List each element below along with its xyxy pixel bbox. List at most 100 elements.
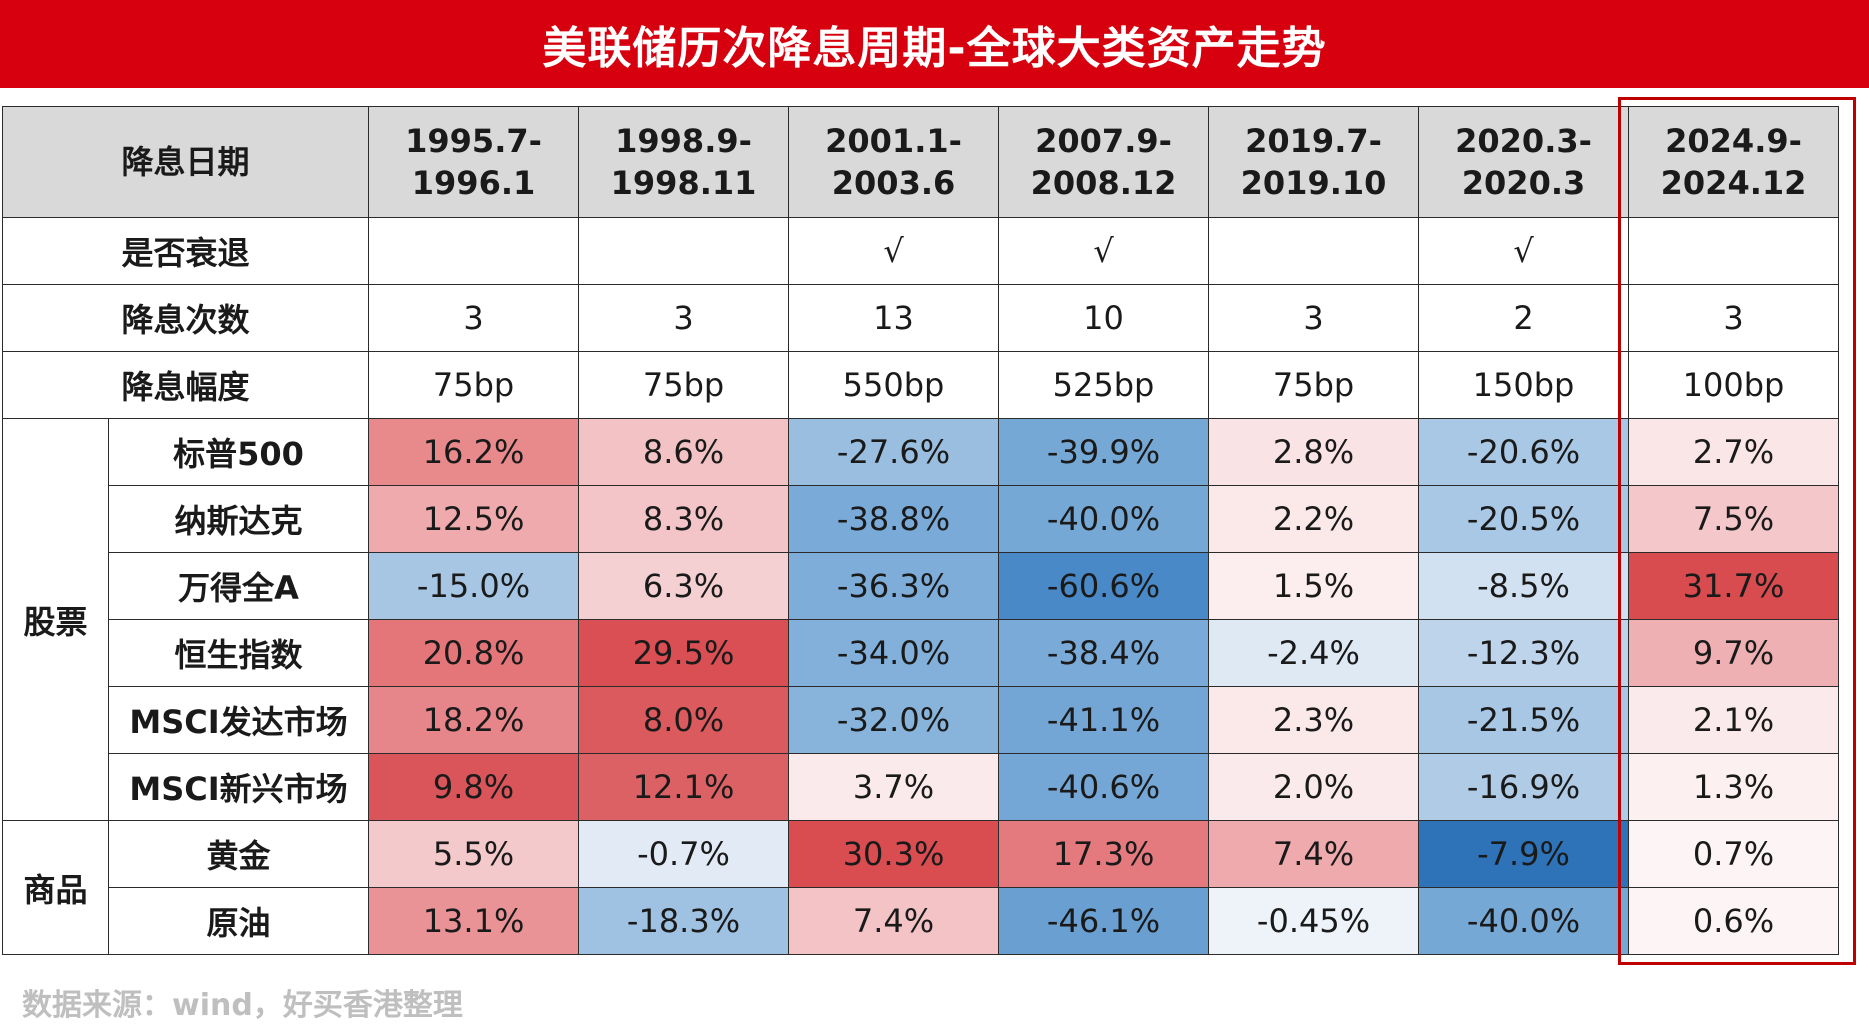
page-title: 美联储历次降息周期-全球大类资产走势: [542, 23, 1327, 74]
period-end: 2024.12: [1660, 164, 1807, 202]
return-cell: -20.5%: [1418, 485, 1630, 553]
return-cell: 8.0%: [578, 686, 790, 754]
return-cell: -7.9%: [1418, 820, 1630, 888]
title-bar: 美联储历次降息周期-全球大类资产走势: [0, 0, 1869, 88]
return-cell: 9.8%: [368, 753, 580, 821]
asset-row: 商品 黄金 5.5% -0.7% 30.3% 17.3% 7.4% -7.9% 0.7%: [2, 820, 1840, 955]
period-end: 2020.3: [1461, 164, 1586, 202]
return-cell: 12.1%: [578, 753, 790, 821]
return-cell: -8.5%: [1418, 552, 1630, 620]
period-start: 1995.7-: [405, 122, 542, 160]
period-header: 2024.9- 2024.12: [1628, 106, 1840, 218]
info-cell: [1208, 217, 1420, 285]
period-end: 1996.1: [411, 164, 536, 202]
period-end: 2003.6: [831, 164, 956, 202]
return-cell: -41.1%: [998, 686, 1210, 754]
info-cell: 75bp: [1208, 351, 1420, 419]
group-label: 股票: [2, 418, 109, 821]
return-cell: 7.5%: [1628, 485, 1840, 553]
info-cell: 10: [998, 284, 1210, 352]
asset-label: 万得全A: [107, 552, 370, 620]
asset-row: 纳斯达克 12.5% 8.3% -38.8% -40.0% 2.2% -20.5% 7.5%: [3, 485, 1840, 553]
return-cell: -40.0%: [998, 485, 1210, 553]
return-cell: 1.3%: [1628, 753, 1840, 821]
asset-row: MSCI新兴市场 9.8% 12.1% 3.7% -40.6% 2.0% -16.9% 1.3…: [3, 753, 1840, 821]
return-cell: -0.45%: [1208, 887, 1420, 955]
return-cell: -36.3%: [788, 552, 1000, 620]
period-start: 2007.9-: [1035, 122, 1172, 160]
info-cell: 75bp: [578, 351, 790, 419]
return-cell: -20.6%: [1418, 418, 1630, 486]
asset-label: MSCI发达市场: [107, 686, 370, 754]
return-cell: -21.5%: [1418, 686, 1630, 754]
period-start: 2020.3-: [1455, 122, 1592, 160]
info-cell: 13: [788, 284, 1000, 352]
return-cell: -15.0%: [368, 552, 580, 620]
return-cell: 2.2%: [1208, 485, 1420, 553]
info-row: 是否衰退 √ √ √: [1, 217, 1840, 285]
return-cell: -27.6%: [788, 418, 1000, 486]
period-header: 2007.9- 2008.12: [998, 106, 1210, 218]
return-cell: -34.0%: [788, 619, 1000, 687]
info-cell: 3: [1208, 284, 1420, 352]
return-cell: 2.0%: [1208, 753, 1420, 821]
return-cell: -60.6%: [998, 552, 1210, 620]
return-cell: -46.1%: [998, 887, 1210, 955]
return-cell: 5.5%: [368, 820, 580, 888]
info-row: 降息次数 3 3 13 10 3 2 3: [1, 284, 1840, 352]
asset-row: MSCI发达市场 18.2% 8.0% -32.0% -41.1% 2.3% -21.5% 2…: [3, 686, 1840, 754]
info-cell: √: [788, 217, 1000, 285]
return-cell: -40.6%: [998, 753, 1210, 821]
info-cell: 550bp: [788, 351, 1000, 419]
header-row: 降息日期 1995.7- 1996.1 1998.9- 1998.11 2001.1- 20…: [1, 106, 1840, 218]
period-end: 1998.11: [610, 164, 757, 202]
return-cell: 9.7%: [1628, 619, 1840, 687]
info-cell: 2: [1418, 284, 1630, 352]
period-start: 2024.9-: [1665, 122, 1802, 160]
info-cell: √: [1418, 217, 1630, 285]
period-header: 2001.1- 2003.6: [788, 106, 1000, 218]
return-cell: -38.8%: [788, 485, 1000, 553]
return-cell: 16.2%: [368, 418, 580, 486]
return-cell: 2.8%: [1208, 418, 1420, 486]
period-header: 2019.7- 2019.10: [1208, 106, 1420, 218]
asset-label: 标普500: [107, 418, 370, 486]
asset-label: 恒生指数: [107, 619, 370, 687]
return-cell: -2.4%: [1208, 619, 1420, 687]
return-cell: 6.3%: [578, 552, 790, 620]
info-cell: [1628, 217, 1840, 285]
asset-performance-table: 降息日期 1995.7- 1996.1 1998.9- 1998.11 2001.1- 20…: [1, 106, 1840, 955]
return-cell: 0.6%: [1628, 887, 1840, 955]
return-cell: -40.0%: [1418, 887, 1630, 955]
row-label: 降息幅度: [1, 351, 370, 419]
return-cell: 17.3%: [998, 820, 1210, 888]
return-cell: 7.4%: [1208, 820, 1420, 888]
return-cell: 7.4%: [788, 887, 1000, 955]
return-cell: 0.7%: [1628, 820, 1840, 888]
return-cell: 8.3%: [578, 485, 790, 553]
info-cell: 150bp: [1418, 351, 1630, 419]
info-row: 降息幅度 75bp 75bp 550bp 525bp 75bp 150bp 100bp: [1, 351, 1840, 419]
asset-row: 股票 标普500 16.2% 8.6% -27.6% -39.9% 2.8% -20.6% 2.…: [2, 418, 1840, 821]
return-cell: 13.1%: [368, 887, 580, 955]
period-header: 1998.9- 1998.11: [578, 106, 790, 218]
period-end: 2008.12: [1030, 164, 1177, 202]
info-cell: [578, 217, 790, 285]
return-cell: 31.7%: [1628, 552, 1840, 620]
source-note: 数据来源：wind，好买香港整理: [22, 988, 463, 1023]
info-cell: 75bp: [368, 351, 580, 419]
asset-label: 纳斯达克: [107, 485, 370, 553]
info-cell: 3: [368, 284, 580, 352]
return-cell: 30.3%: [788, 820, 1000, 888]
return-cell: 3.7%: [788, 753, 1000, 821]
return-cell: 18.2%: [368, 686, 580, 754]
header-label: 降息日期: [1, 106, 370, 218]
return-cell: -38.4%: [998, 619, 1210, 687]
group-label: 商品: [2, 820, 109, 955]
info-cell: 3: [1628, 284, 1840, 352]
period-header: 2020.3- 2020.3: [1418, 106, 1630, 218]
asset-label: MSCI新兴市场: [107, 753, 370, 821]
return-cell: 2.3%: [1208, 686, 1420, 754]
asset-row: 万得全A -15.0% 6.3% -36.3% -60.6% 1.5% -8.5% 31.7%: [3, 552, 1840, 620]
return-cell: 1.5%: [1208, 552, 1420, 620]
